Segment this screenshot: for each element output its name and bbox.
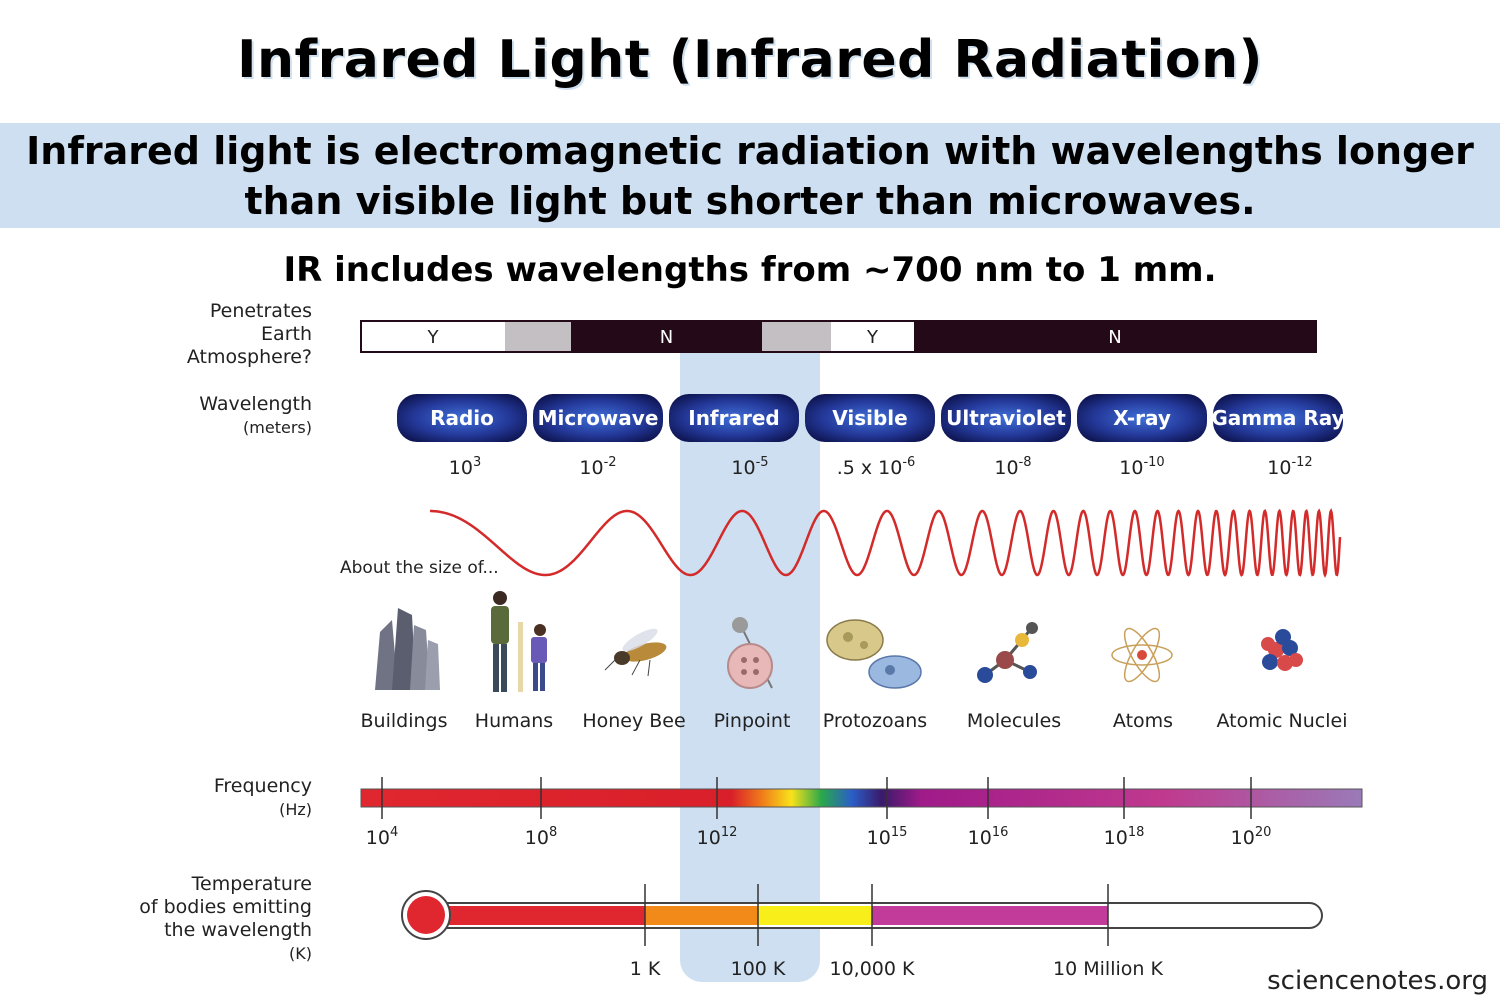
atmosphere-row-label: Penetrates Earth Atmosphere? (187, 300, 312, 369)
definition-band (0, 123, 1500, 228)
frequency-label-1: 104 (366, 825, 398, 849)
frequency-unit: (Hz) (279, 800, 312, 819)
atmosphere-label-line-3: Atmosphere? (186, 346, 312, 368)
wave-line (430, 508, 1342, 579)
band-label-gamma-ray: Gamma Ray (1211, 406, 1344, 430)
band-pill-ultraviolet (941, 394, 1071, 442)
object-label-honey-bee: Honey Bee (582, 710, 685, 732)
band-pill-microwave (533, 394, 663, 442)
definition-line-1: Infrared light is electromagnetic radiat… (26, 129, 1474, 173)
frequency-row-label: Frequency (Hz) (214, 775, 312, 821)
frequency-label-5: 1016 (968, 825, 1009, 849)
temperature-label-3: 10,000 K (830, 958, 916, 980)
band-pill-x-ray (1077, 394, 1207, 442)
wavelength-label-1: 103 (449, 455, 481, 479)
temperature-label-2: 100 K (731, 958, 786, 980)
object-label-buildings: Buildings (361, 710, 448, 732)
atmosphere-segment-1 (361, 322, 505, 351)
band-pill-visible (805, 394, 935, 442)
atmosphere-segment-label-5: Y (866, 327, 879, 348)
frequency-label: Frequency (213, 775, 312, 797)
thermometer-yellow (758, 906, 873, 925)
temperature-labels: 1 K 100 K 10,000 K 10 Million K (630, 884, 1163, 980)
atmosphere-segment-label-3: N (660, 327, 673, 348)
atmosphere-bar-border (360, 320, 1317, 353)
thermometer-orange (645, 906, 759, 925)
buildings-icon (375, 608, 440, 690)
object-label-atomic-nuclei: Atomic Nuclei (1217, 710, 1348, 732)
frequency-labels: 104 108 1012 1015 1016 1018 1020 (366, 777, 1272, 849)
definition-line-2: than visible light but shorter than micr… (244, 179, 1256, 223)
wavelength-label-3: 10-5 (731, 455, 768, 479)
frequency-label-3: 1012 (697, 825, 738, 849)
band-pills: Radio Microwave Infrared Visible Ultraviolet… (397, 394, 1345, 442)
site-credit: sciencenotes.org (1267, 966, 1488, 996)
wavelength-labels: 103 10-2 10-5 .5 x 10-6 10-8 10-10 10-12 (449, 455, 1313, 479)
size-objects (375, 591, 1303, 692)
atmosphere-segment-6 (914, 322, 1316, 351)
object-label-humans: Humans (475, 710, 553, 732)
atmosphere-segment-3 (571, 322, 762, 351)
wavelength-unit: (meters) (243, 418, 312, 437)
size-object-labels: Buildings Humans Honey Bee Pinpoint Protozoa… (361, 710, 1348, 732)
page-title: Infrared Light (Infrared Radiation) (237, 30, 1263, 90)
frequency-bar (360, 788, 1363, 808)
wavelength-label-7: 10-12 (1267, 455, 1312, 479)
atmosphere-segment-label-1: Y (427, 327, 440, 348)
atomic-nuclei-icon (1261, 629, 1303, 671)
thermometer-magenta (872, 906, 1108, 925)
object-label-protozoans: Protozoans (823, 710, 927, 732)
thermometer (401, 890, 1323, 940)
atom-icon (1111, 627, 1173, 683)
wavelength-label-6: 10-10 (1119, 455, 1164, 479)
protozoans-icon (826, 619, 922, 689)
band-label-visible: Visible (832, 406, 907, 430)
atmosphere-segment-label-6: N (1108, 327, 1121, 348)
thermometer-bulb (407, 896, 445, 934)
atmosphere-segment-5 (831, 322, 914, 351)
atmosphere-segment-4 (762, 322, 831, 351)
atmosphere-segment-2 (505, 322, 571, 351)
band-label-radio: Radio (430, 406, 494, 430)
band-label-microwave: Microwave (538, 406, 659, 430)
temperature-row-label: Temperature of bodies emitting the wavel… (139, 873, 312, 965)
wavelength-label-2: 10-2 (579, 455, 616, 479)
pinpoint-icon (727, 617, 773, 689)
temperature-unit: (K) (289, 944, 312, 963)
wavelength-label-4: .5 x 10-6 (837, 455, 916, 479)
subtitle: IR includes wavelengths from ~700 nm to … (283, 250, 1217, 290)
size-caption: About the size of... (340, 558, 499, 578)
wavelength-label-5: 10-8 (994, 455, 1031, 479)
object-label-pinpoint: Pinpoint (714, 710, 791, 732)
humans-icon (491, 591, 547, 692)
temperature-label-4: 10 Million K (1053, 958, 1163, 980)
frequency-label-4: 1015 (867, 825, 908, 849)
band-label-infrared: Infrared (688, 406, 779, 430)
frequency-label-6: 1018 (1104, 825, 1145, 849)
object-label-molecules: Molecules (967, 710, 1061, 732)
definition-text: Infrared light is electromagnetic radiat… (0, 126, 1500, 226)
temperature-label-line-3: the wavelength (164, 919, 312, 941)
band-pill-radio (397, 394, 527, 442)
band-pill-infrared (669, 394, 799, 442)
object-label-atom: Atoms (1113, 710, 1173, 732)
temperature-label-line-1: Temperature (191, 873, 312, 895)
temperature-label-line-2: of bodies emitting (139, 896, 312, 918)
honey-bee-icon (604, 628, 667, 677)
band-label-x-ray: X-ray (1113, 406, 1171, 430)
frequency-label-7: 1020 (1231, 825, 1272, 849)
temperature-label-1: 1 K (630, 958, 661, 980)
atmosphere-label-line-2: Earth (261, 323, 312, 345)
band-pill-gamma-ray (1213, 394, 1343, 442)
frequency-label-2: 108 (525, 825, 557, 849)
wavelength-row-label: Wavelength (meters) (199, 393, 312, 439)
atmosphere-label-line-1: Penetrates (209, 300, 312, 322)
thermometer-red (425, 906, 647, 925)
band-label-ultraviolet: Ultraviolet (946, 406, 1066, 430)
molecules-icon (977, 622, 1038, 683)
wavelength-label: Wavelength (199, 393, 312, 415)
